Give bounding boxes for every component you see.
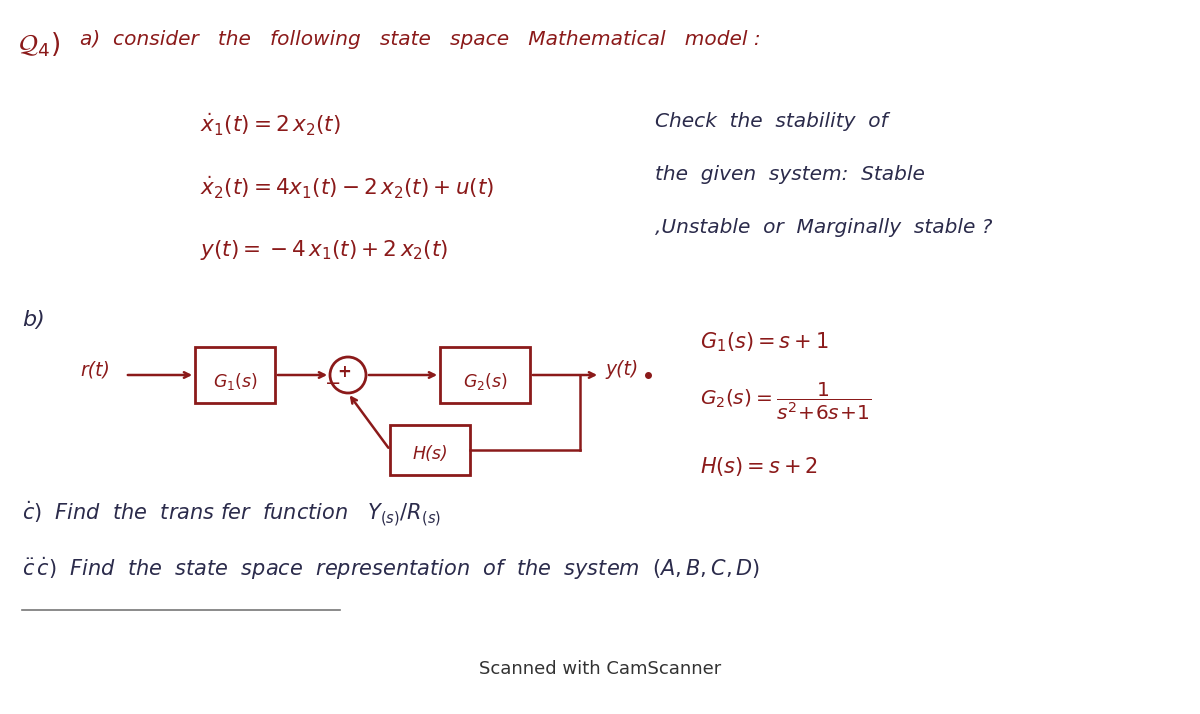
Text: H(s): H(s): [412, 445, 448, 463]
Text: y(t): y(t): [605, 360, 638, 379]
Text: +: +: [337, 363, 350, 381]
Text: $\ddot{c}\,\dot{c})$  Find  the  state  space  representation  of  the  system  : $\ddot{c}\,\dot{c})$ Find the state spac…: [22, 555, 761, 582]
Bar: [390, 425, 470, 475]
Text: b): b): [22, 310, 44, 330]
Text: $H(s) = s+2$: $H(s) = s+2$: [700, 455, 818, 478]
Text: $y(t) = -4\,x_1(t) + 2\,x_2(t)$: $y(t) = -4\,x_1(t) + 2\,x_2(t)$: [200, 238, 449, 262]
Text: $\mathcal{Q}_4$): $\mathcal{Q}_4$): [18, 30, 60, 59]
Text: $G_1(s)$: $G_1(s)$: [212, 371, 257, 391]
Text: Scanned with CamScanner: Scanned with CamScanner: [479, 660, 721, 678]
Text: a)  consider   the   following   state   space   Mathematical   model :: a) consider the following state space Ma…: [80, 30, 761, 49]
Text: r(t): r(t): [80, 360, 110, 379]
Text: ,Unstable  or  Marginally  stable ?: ,Unstable or Marginally stable ?: [655, 218, 992, 237]
Text: Check  the  stability  of: Check the stability of: [655, 112, 888, 131]
Bar: [440, 347, 530, 403]
Bar: [194, 347, 275, 403]
Text: $\dot{x}_2(t) = 4x_1(t) - 2\,x_2(t) + u(t)$: $\dot{x}_2(t) = 4x_1(t) - 2\,x_2(t) + u(…: [200, 175, 494, 201]
Text: $\dot{x}_1(t) = 2\,x_2(t)$: $\dot{x}_1(t) = 2\,x_2(t)$: [200, 112, 341, 139]
Text: $G_2(s) = \dfrac{1}{s^2\!+\!6s\!+\!1}$: $G_2(s) = \dfrac{1}{s^2\!+\!6s\!+\!1}$: [700, 380, 871, 422]
Text: $-$: $-$: [324, 371, 340, 391]
Circle shape: [330, 357, 366, 393]
Text: $G_1(s) = s+1$: $G_1(s) = s+1$: [700, 330, 829, 353]
Text: $\dot{c})$  Find  the  trans fer  function   $Y_{(s)}/R_{(s)}$: $\dot{c})$ Find the trans fer function $…: [22, 500, 442, 529]
Text: $G_2(s)$: $G_2(s)$: [463, 371, 508, 391]
Text: the  given  system:  Stable: the given system: Stable: [655, 165, 925, 184]
